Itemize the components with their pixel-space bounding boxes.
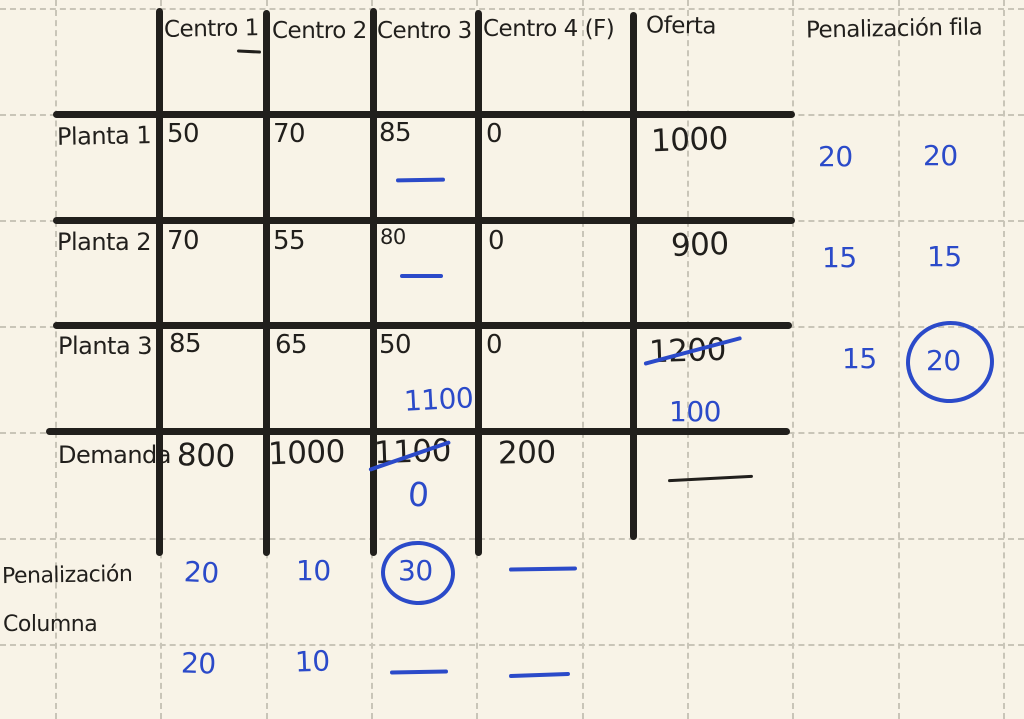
grid-line: [0, 644, 1024, 646]
table-line-vertical: [370, 8, 377, 556]
grid-line: [582, 0, 584, 719]
allocation-dash-p2-c3: [400, 274, 443, 278]
cost-p3-c3: 50: [379, 330, 412, 360]
centro1-underline: [236, 49, 262, 54]
oferta-p2: 900: [670, 226, 730, 264]
col-header-centro4: Centro 4 (F): [483, 16, 615, 42]
col-penalty-header-line1: Penalización: [1, 561, 133, 590]
cost-p2-c2: 55: [273, 226, 306, 256]
row-penalty-p2-it2: 15: [927, 240, 962, 273]
demand-c1: 800: [176, 437, 236, 475]
grid-line: [0, 538, 1024, 540]
table-line-horizontal: [53, 322, 792, 329]
col-header-oferta: Oferta: [645, 12, 717, 40]
row-label-planta1: Planta 1: [56, 121, 152, 151]
cost-p1-c2: 70: [273, 119, 306, 149]
row-penalty-p3-it1: 15: [842, 342, 877, 375]
cost-p1-c3: 85: [379, 118, 412, 148]
row-label-planta2: Planta 2: [57, 228, 152, 256]
col-header-centro2: Centro 2: [272, 18, 367, 44]
cost-p2-c3: 80: [380, 225, 406, 249]
demand-c3-updated: 0: [406, 474, 430, 515]
demand-oferta-dash: [667, 474, 754, 483]
cost-p1-c4: 0: [486, 119, 503, 149]
col-penalty-c3-it1: 30: [398, 554, 433, 587]
grid-line: [792, 0, 794, 719]
col-penalty-c1-it2: 20: [180, 646, 217, 681]
row-penalty-p1-it1: 20: [818, 140, 853, 173]
row-penalty-p3-it2: 20: [926, 344, 961, 377]
table-line-horizontal: [46, 428, 790, 435]
cost-p3-c1: 85: [169, 329, 202, 359]
row-penalty-header: Penalización fila: [805, 14, 983, 44]
selected-penalty-circle-row: [903, 318, 997, 406]
row-penalty-p1-it2: 20: [923, 139, 958, 172]
demand-c4: 200: [497, 434, 556, 472]
allocation-dash-p1-c3: [395, 177, 446, 183]
cost-p1-c1: 50: [167, 119, 200, 149]
row-label-planta3: Planta 3: [58, 332, 153, 360]
col-penalty-c3-it2-dash: [389, 669, 449, 675]
col-penalty-c2-it1: 10: [296, 554, 331, 587]
col-header-centro1: Centro 1: [163, 15, 259, 43]
table-line-vertical: [630, 12, 637, 540]
grid-line: [55, 0, 57, 719]
row-penalty-p2-it1: 15: [822, 241, 857, 274]
col-penalty-c4-it2-dash: [508, 671, 571, 679]
cost-p2-c4: 0: [488, 226, 505, 256]
table-line-horizontal: [53, 217, 795, 224]
table-line-vertical: [263, 10, 270, 556]
cost-p2-c1: 70: [167, 226, 200, 256]
demand-c2: 1000: [267, 433, 346, 473]
grid-line: [1003, 0, 1005, 719]
table-line-vertical: [156, 8, 163, 556]
col-penalty-c4-it1-dash: [508, 566, 578, 572]
cost-p3-c4: 0: [486, 330, 503, 360]
grid-line: [898, 0, 900, 719]
col-penalty-header-line2: Columna: [3, 612, 98, 637]
grid-line: [687, 0, 689, 719]
col-header-centro3: Centro 3: [377, 18, 472, 44]
col-penalty-c2-it2: 10: [294, 644, 331, 679]
col-penalty-c1-it1: 20: [183, 555, 220, 590]
grid-line: [0, 8, 1024, 10]
oferta-p3-updated: 100: [669, 395, 721, 428]
selected-penalty-circle-col: [379, 539, 457, 607]
allocation-p3-c3: 1100: [403, 381, 475, 418]
table-line-vertical: [475, 10, 482, 556]
table-line-horizontal: [53, 111, 795, 118]
oferta-p1: 1000: [650, 120, 729, 160]
row-label-demanda: Demanda: [58, 441, 171, 469]
cost-p3-c2: 65: [275, 330, 308, 360]
